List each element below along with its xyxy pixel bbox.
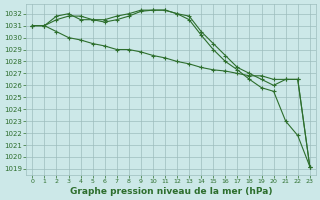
X-axis label: Graphe pression niveau de la mer (hPa): Graphe pression niveau de la mer (hPa) <box>70 187 272 196</box>
